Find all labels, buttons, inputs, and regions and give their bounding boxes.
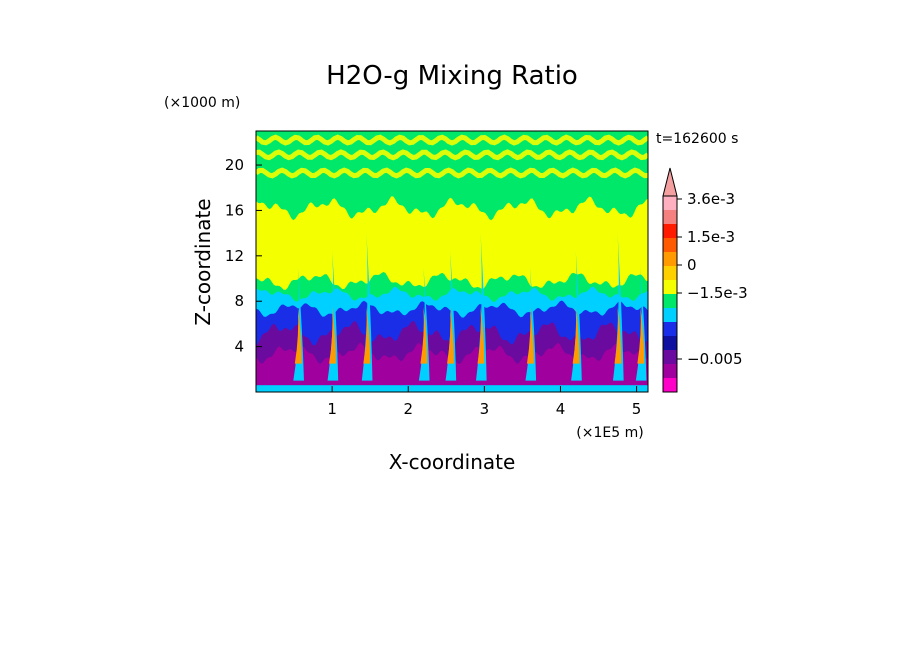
plume-core — [363, 306, 371, 364]
time-label: t=162600 s — [656, 131, 738, 147]
x-tick-label: 2 — [403, 400, 413, 418]
colorbar-swatch — [663, 252, 677, 266]
plot-frame — [255, 130, 649, 393]
colorbar-frame — [662, 195, 678, 393]
plume-core — [420, 306, 428, 364]
x-tick-label: 1 — [327, 400, 337, 418]
y-tick-label: 8 — [234, 292, 244, 310]
chart-title: H2O-g Mixing Ratio — [326, 61, 578, 91]
x-axis-label: X-coordinate — [389, 450, 516, 474]
y-axis: 4 8 12 16 20 — [225, 156, 262, 356]
colorbar-swatch — [663, 308, 677, 322]
heatmap-field — [256, 131, 648, 392]
colorbar-arrow — [662, 167, 678, 197]
plume-core — [447, 306, 454, 364]
colorbar-swatch — [663, 322, 677, 336]
plume — [475, 233, 487, 381]
colorbar-swatch — [663, 350, 677, 364]
x-axis: 1 2 3 4 5 — [327, 386, 641, 418]
colorbar-swatch — [663, 294, 677, 308]
upper-stripe — [256, 167, 648, 179]
plume-core — [477, 306, 485, 364]
colorbar-swatch — [663, 196, 677, 210]
y-unit-label: (×1000 m) — [164, 95, 240, 111]
upper-stripe — [256, 149, 648, 161]
colorbar-swatch — [663, 210, 677, 224]
y-tick-label: 16 — [225, 201, 244, 219]
y-tick-label: 20 — [225, 156, 244, 174]
plume-core — [526, 306, 534, 364]
plume-core — [637, 306, 645, 364]
colorbar-tick-label: −1.5e-3 — [687, 284, 748, 302]
colorbar-swatch — [663, 266, 677, 280]
colorbar-tick-label: 3.6e-3 — [687, 190, 735, 208]
colorbar-swatch — [663, 336, 677, 350]
x-tick-label: 5 — [632, 400, 642, 418]
y-tick-label: 4 — [234, 338, 244, 356]
plume — [612, 233, 624, 381]
plume-core — [329, 306, 336, 364]
y-tick-label: 12 — [225, 247, 244, 265]
colorbar-tick-label: 0 — [687, 256, 697, 274]
colorbar-swatch — [663, 378, 677, 392]
plume-core — [614, 306, 622, 364]
plume-core — [294, 306, 302, 364]
x-tick-label: 4 — [556, 400, 566, 418]
x-tick-label: 3 — [480, 400, 490, 418]
y-axis-label: Z-coordinate — [191, 198, 215, 325]
colorbar: 3.6e-3 1.5e-3 0 −1.5e-3 −0.005 — [662, 167, 748, 393]
band-surface — [256, 385, 648, 392]
colorbar-tick-label: −0.005 — [687, 350, 743, 368]
colorbar-swatch — [663, 238, 677, 252]
x-unit-label: (×1E5 m) — [576, 425, 643, 441]
plume-core — [572, 306, 580, 364]
colorbar-swatch — [663, 364, 677, 378]
colorbar-swatch — [663, 280, 677, 294]
colorbar-tick-label: 1.5e-3 — [687, 228, 735, 246]
plume — [361, 233, 373, 381]
colorbar-swatch — [663, 224, 677, 238]
upper-stripe — [256, 134, 648, 146]
